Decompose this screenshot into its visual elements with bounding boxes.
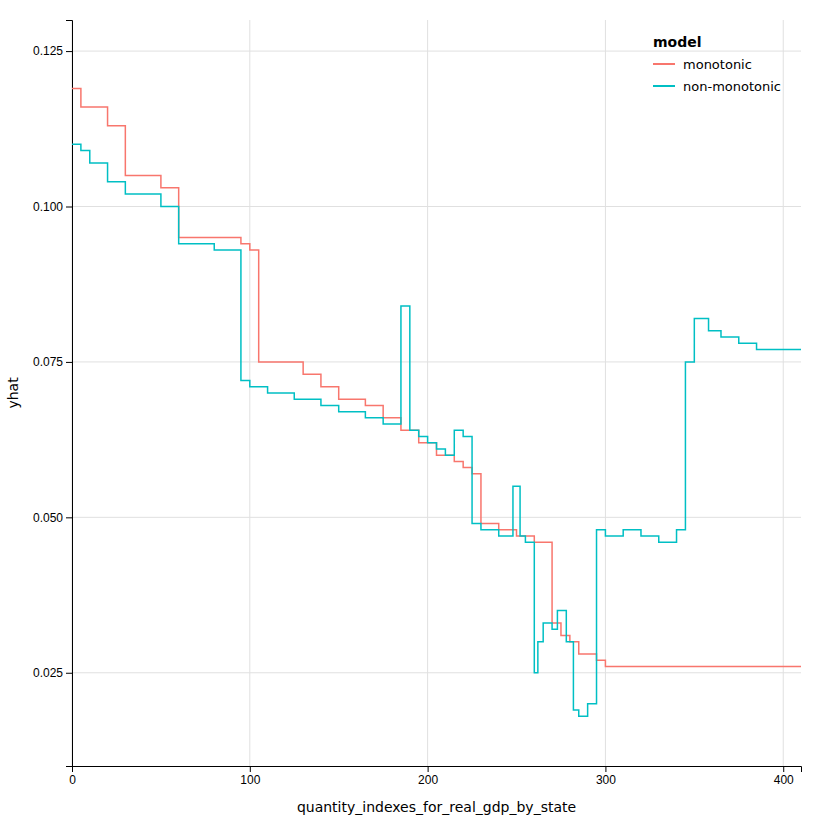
x-axis-tick-mark [250, 766, 251, 772]
y-axis-tick-mark [66, 517, 72, 518]
y-axis-line [66, 21, 73, 767]
y-axis-tick: 0.075 [33, 355, 72, 369]
y-axis-tick-mark [66, 362, 72, 363]
x-axis-tick: 200 [418, 766, 438, 787]
legend-swatch [653, 85, 675, 87]
y-axis-tick-label: 0.025 [33, 666, 63, 680]
grid [72, 20, 801, 766]
series-line [72, 88, 801, 666]
grid-line-y [72, 206, 801, 207]
y-axis-tick: 0.125 [33, 44, 72, 58]
y-axis-title: yhat [5, 377, 21, 409]
plot: 0 100 200 300 400 0.025 0.050 0.075 0.100 0.125 mo… [33, 20, 802, 787]
grid-line-x [427, 20, 428, 766]
legend-title: model [653, 34, 702, 50]
legend-label: non-monotonic [683, 79, 781, 94]
x-axis-tick-mark [428, 766, 429, 772]
y-axis-tick-mark [66, 51, 72, 52]
chart: 0 100 200 300 400 0.025 0.050 0.075 0.100 0.125 mo… [0, 0, 825, 828]
x-axis-tick-label: 200 [418, 773, 438, 787]
y-axis-tick-label: 0.100 [33, 200, 63, 214]
grid-line-y [72, 51, 801, 52]
x-axis-tick-mark [783, 766, 784, 772]
y-axis-tick-mark [66, 673, 72, 674]
x-axis: 0 100 200 300 400 [69, 766, 801, 787]
x-axis-tick-label: 400 [774, 773, 794, 787]
y-axis-tick-label: 0.125 [33, 44, 63, 58]
grid-line-y [72, 672, 801, 673]
legend-label: monotonic [683, 57, 752, 72]
y-axis-tick-mark [66, 207, 72, 208]
legend-item: non-monotonic [653, 79, 781, 94]
legend-swatch [653, 63, 675, 65]
y-axis-tick-label: 0.075 [33, 355, 63, 369]
y-axis: 0.025 0.050 0.075 0.100 0.125 [33, 21, 73, 767]
y-axis-tick: 0.050 [33, 511, 72, 525]
grid-line-y [72, 517, 801, 518]
x-axis-tick: 0 [69, 766, 76, 787]
x-axis-tick-label: 0 [69, 773, 76, 787]
series-line [72, 144, 801, 716]
grid-line-x [249, 20, 250, 766]
x-axis-tick-mark [605, 766, 606, 772]
x-axis-line [73, 767, 802, 773]
x-axis-tick: 100 [240, 766, 260, 787]
grid-line-x [783, 20, 784, 766]
x-axis-tick-label: 100 [240, 773, 260, 787]
y-axis-tick: 0.100 [33, 200, 72, 214]
x-axis-tick: 400 [774, 766, 794, 787]
legend: model monotonic non-monotonic [653, 34, 781, 94]
legend-item: monotonic [653, 57, 752, 72]
y-axis-tick-label: 0.050 [33, 511, 63, 525]
x-axis-tick-label: 300 [596, 773, 616, 787]
grid-line-x [605, 20, 606, 766]
y-axis-tick: 0.025 [33, 666, 72, 680]
x-axis-title: quantity_indexes_for_real_gdp_by_state [297, 799, 576, 815]
marks [72, 88, 801, 716]
x-axis-tick: 300 [596, 766, 616, 787]
